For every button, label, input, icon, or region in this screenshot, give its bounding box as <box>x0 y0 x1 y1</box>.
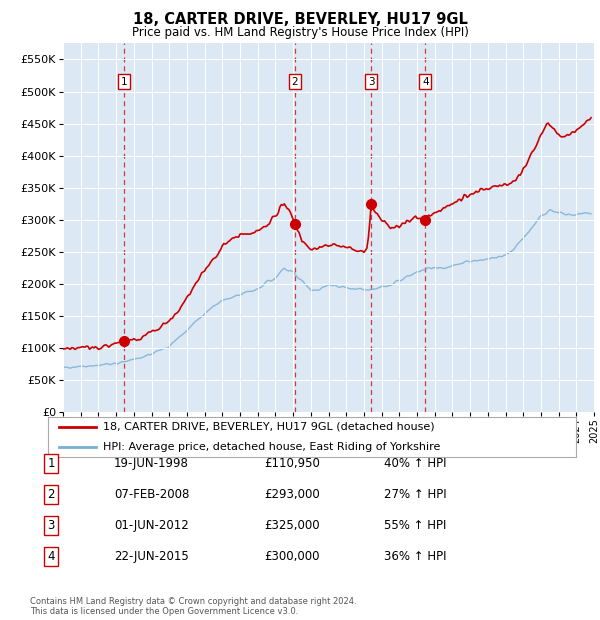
Text: £110,950: £110,950 <box>264 458 320 470</box>
Text: 2: 2 <box>47 489 55 501</box>
Text: 36% ↑ HPI: 36% ↑ HPI <box>384 551 446 563</box>
Text: 27% ↑ HPI: 27% ↑ HPI <box>384 489 446 501</box>
Text: 1: 1 <box>47 458 55 470</box>
Text: Price paid vs. HM Land Registry's House Price Index (HPI): Price paid vs. HM Land Registry's House … <box>131 26 469 39</box>
Text: 18, CARTER DRIVE, BEVERLEY, HU17 9GL: 18, CARTER DRIVE, BEVERLEY, HU17 9GL <box>133 12 467 27</box>
Text: 18, CARTER DRIVE, BEVERLEY, HU17 9GL (detached house): 18, CARTER DRIVE, BEVERLEY, HU17 9GL (de… <box>103 422 435 432</box>
Text: 3: 3 <box>368 77 374 87</box>
Text: 4: 4 <box>47 551 55 563</box>
Text: 1: 1 <box>121 77 128 87</box>
Text: 2: 2 <box>292 77 298 87</box>
Text: 4: 4 <box>422 77 428 87</box>
Text: HPI: Average price, detached house, East Riding of Yorkshire: HPI: Average price, detached house, East… <box>103 442 441 452</box>
Text: £293,000: £293,000 <box>264 489 320 501</box>
Text: £300,000: £300,000 <box>264 551 320 563</box>
Text: 22-JUN-2015: 22-JUN-2015 <box>114 551 189 563</box>
Text: 07-FEB-2008: 07-FEB-2008 <box>114 489 190 501</box>
Text: Contains HM Land Registry data © Crown copyright and database right 2024.: Contains HM Land Registry data © Crown c… <box>30 597 356 606</box>
Text: 19-JUN-1998: 19-JUN-1998 <box>114 458 189 470</box>
Text: 55% ↑ HPI: 55% ↑ HPI <box>384 520 446 532</box>
Text: This data is licensed under the Open Government Licence v3.0.: This data is licensed under the Open Gov… <box>30 606 298 616</box>
Text: 3: 3 <box>47 520 55 532</box>
Text: 01-JUN-2012: 01-JUN-2012 <box>114 520 189 532</box>
Text: £325,000: £325,000 <box>264 520 320 532</box>
Text: 40% ↑ HPI: 40% ↑ HPI <box>384 458 446 470</box>
